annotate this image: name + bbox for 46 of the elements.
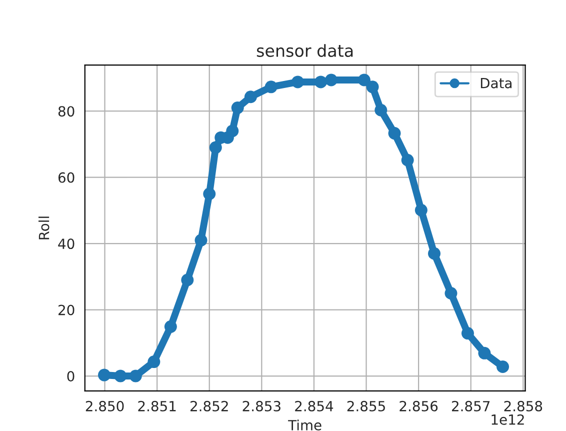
point (478, 346, 491, 360)
point (428, 247, 440, 260)
point (181, 274, 194, 286)
point (194, 234, 208, 246)
point (148, 356, 160, 368)
x-tick-label: 2.850 (86, 400, 124, 412)
point (496, 360, 510, 373)
x-tick-label: 2.856 (400, 400, 438, 412)
point (114, 370, 127, 382)
chart-title: sensor data (256, 44, 353, 57)
point (358, 74, 370, 86)
point (414, 204, 428, 216)
x-tick-label: 2.852 (190, 400, 228, 412)
point (226, 124, 239, 138)
point (209, 141, 222, 154)
point (314, 76, 328, 88)
text: 1e12 (492, 414, 524, 425)
point (164, 320, 177, 333)
point (461, 327, 474, 340)
y-axis-title: Roll (38, 216, 50, 240)
x-tick-label: 2.855 (347, 400, 385, 412)
point (324, 74, 338, 86)
y-tick-label: 20 (58, 304, 74, 316)
y-tick-label: 60 (58, 172, 74, 183)
point (244, 90, 257, 104)
point (401, 154, 414, 166)
y-tick-label: 0 (67, 370, 74, 382)
point (98, 368, 110, 382)
legend-label: Data (480, 78, 512, 88)
point (231, 102, 244, 114)
x-tick-label: 2.858 (504, 400, 542, 412)
point (292, 76, 304, 88)
y-tick-label: 40 (58, 238, 74, 250)
point (264, 80, 278, 94)
point (366, 80, 379, 94)
x-tick-label: 2.853 (242, 400, 280, 412)
point (374, 104, 388, 116)
point (203, 188, 216, 200)
point (388, 127, 401, 140)
x-tick-label: 2.854 (295, 400, 334, 412)
x-tick-label: 2.857 (452, 400, 490, 412)
x-axis-title: Time (288, 420, 322, 430)
x-tick-label: 2.851 (138, 400, 176, 412)
y-tick-label: 80 (58, 106, 74, 117)
point (444, 286, 458, 300)
point (129, 370, 142, 382)
